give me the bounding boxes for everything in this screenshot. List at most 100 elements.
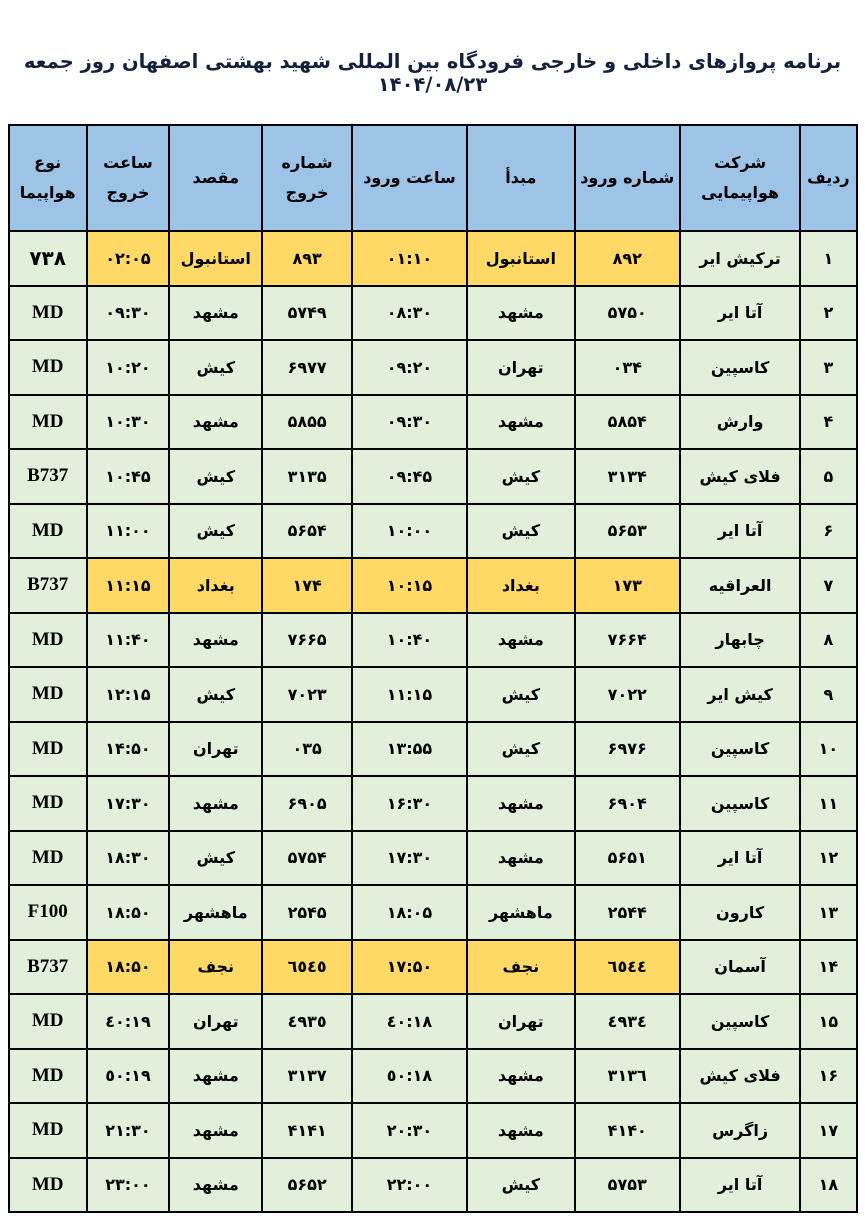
cell-departure_no: ۵۶۵۲ <box>261 1156 353 1213</box>
cell-arrival_no: ۳۱۳٦ <box>573 1047 681 1104</box>
cell-arrival_no: ۵۸۵۴ <box>573 393 681 450</box>
column-header-departure_time: ساعت خروج <box>85 124 171 232</box>
cell-arrival_time: ۰۹:۲۰ <box>350 339 469 396</box>
cell-radif: ۱۰ <box>799 720 858 777</box>
cell-aircraft: MD <box>7 775 88 832</box>
cell-airline: آتا ایر <box>678 1156 802 1213</box>
column-header-arrival_time: ساعت ورود <box>350 124 469 232</box>
cell-arrival_time: ۱۸:٤٠ <box>350 993 469 1050</box>
cell-airline: آتا ایر <box>678 829 802 886</box>
cell-arrival_time: ۱۶:۳۰ <box>350 775 469 832</box>
cell-departure_no: ۲۵۴۵ <box>261 884 353 941</box>
cell-arrival_no: ۴۱۴۰ <box>573 1102 681 1159</box>
cell-airline: کاسپین <box>678 775 802 832</box>
table-row: ۱۶ فلای کیش ۳۱۳٦ مشهد ۱۸:٥٠ ۳۱۳۷ مشهد ۱۹:٥٠ MD <box>7 1047 858 1104</box>
cell-airline: زاگرس <box>678 1102 802 1159</box>
cell-origin: استانبول <box>466 230 576 287</box>
cell-aircraft: MD <box>7 1047 88 1104</box>
cell-arrival_no: ۵۶۵۱ <box>573 829 681 886</box>
cell-destination: کیش <box>168 502 264 559</box>
cell-destination: کیش <box>168 339 264 396</box>
cell-aircraft: MD <box>7 284 88 341</box>
cell-aircraft: B737 <box>7 557 88 614</box>
cell-destination: مشهد <box>168 1102 264 1159</box>
cell-radif: ۱۸ <box>799 1156 858 1213</box>
column-header-aircraft: نوع هواپیما <box>7 124 88 232</box>
cell-arrival_no: ۶۹۰۴ <box>573 775 681 832</box>
cell-destination: تهران <box>168 720 264 777</box>
cell-origin: کیش <box>466 720 576 777</box>
cell-aircraft: MD <box>7 829 88 886</box>
cell-destination: مشهد <box>168 393 264 450</box>
cell-departure_time: ۱۰:۴۵ <box>85 448 171 505</box>
cell-origin: مشهد <box>466 775 576 832</box>
table-row: ۶ آتا ایر ۵۶۵۳ کیش ۱۰:۰۰ ۵۶۵۴ کیش ۱۱:۰۰ MD <box>7 502 858 559</box>
cell-departure_time: ۲۳:۰۰ <box>85 1156 171 1213</box>
cell-radif: ۷ <box>799 557 858 614</box>
cell-departure_no: ۵۸۵۵ <box>261 393 353 450</box>
cell-radif: ۱۳ <box>799 884 858 941</box>
cell-destination: استانبول <box>168 230 264 287</box>
cell-arrival_no: ۰۳۴ <box>573 339 681 396</box>
cell-departure_time: ۲۱:۳۰ <box>85 1102 171 1159</box>
cell-arrival_time: ۱۰:۱۵ <box>350 557 469 614</box>
cell-departure_no: ۸۹۳ <box>261 230 353 287</box>
table-row: ۱۱ کاسپین ۶۹۰۴ مشهد ۱۶:۳۰ ۶۹۰۵ مشهد ۱۷:۳۰ MD <box>7 775 858 832</box>
cell-radif: ۵ <box>799 448 858 505</box>
cell-destination: کیش <box>168 829 264 886</box>
column-header-airline: شرکت هواپیمایی <box>678 124 802 232</box>
cell-aircraft: B737 <box>7 448 88 505</box>
cell-departure_no: ۵۷۵۴ <box>261 829 353 886</box>
cell-arrival_no: ۸۹۲ <box>573 230 681 287</box>
cell-destination: تهران <box>168 993 264 1050</box>
cell-arrival_time: ۱۸:۰۵ <box>350 884 469 941</box>
cell-destination: مشهد <box>168 1047 264 1104</box>
cell-departure_no: ۴۱۴۱ <box>261 1102 353 1159</box>
cell-departure_time: ۱۱:۴۰ <box>85 611 171 668</box>
cell-departure_no: ٦٥٤٥ <box>261 938 353 995</box>
table-row: ۱ ترکیش ایر ۸۹۲ استانبول ۰۱:۱۰ ۸۹۳ استانبول ۰۲:… <box>7 230 858 287</box>
cell-radif: ۱۱ <box>799 775 858 832</box>
cell-radif: ۱۲ <box>799 829 858 886</box>
cell-arrival_no: ۵۷۵۰ <box>573 284 681 341</box>
cell-aircraft: MD <box>7 993 88 1050</box>
cell-airline: کیش ایر <box>678 666 802 723</box>
cell-departure_time: ۱۸:۵۰ <box>85 938 171 995</box>
table-row: ۱۷ زاگرس ۴۱۴۰ مشهد ۲۰:۳۰ ۴۱۴۱ مشهد ۲۱:۳۰ MD <box>7 1102 858 1159</box>
table-row: ۱۰ کاسپین ۶۹۷۶ کیش ۱۳:۵۵ ۰۳۵ تهران ۱۴:۵۰ MD <box>7 720 858 777</box>
cell-arrival_time: ۱۰:۰۰ <box>350 502 469 559</box>
cell-departure_time: ۱۹:٥٠ <box>85 1047 171 1104</box>
column-header-origin: مبدأ <box>466 124 576 232</box>
cell-airline: وارش <box>678 393 802 450</box>
cell-aircraft: MD <box>7 1102 88 1159</box>
table-row: ۴ وارش ۵۸۵۴ مشهد ۰۹:۳۰ ۵۸۵۵ مشهد ۱۰:۳۰ MD <box>7 393 858 450</box>
table-row: ۱۵ کاسپین ٤٩٣٤ تهران ۱۸:٤٠ ٤٩٣٥ تهران ۱۹:٤٠ MD <box>7 993 858 1050</box>
cell-airline: ترکیش ایر <box>678 230 802 287</box>
cell-aircraft: MD <box>7 1156 88 1213</box>
cell-departure_time: ۱۴:۵۰ <box>85 720 171 777</box>
cell-destination: بغداد <box>168 557 264 614</box>
cell-destination: کیش <box>168 666 264 723</box>
cell-aircraft: MD <box>7 666 88 723</box>
flight-schedule-table: ردیف شرکت هواپیمایی شماره ورود مبدأ ساعت ورو… <box>7 124 858 1213</box>
cell-destination: مشهد <box>168 1156 264 1213</box>
cell-origin: مشهد <box>466 284 576 341</box>
cell-arrival_time: ۰۱:۱۰ <box>350 230 469 287</box>
cell-departure_time: ۱۲:۱۵ <box>85 666 171 723</box>
cell-origin: تهران <box>466 993 576 1050</box>
cell-departure_no: ۶۹۰۵ <box>261 775 353 832</box>
cell-departure_time: ۱۱:۱۵ <box>85 557 171 614</box>
cell-origin: تهران <box>466 339 576 396</box>
cell-arrival_time: ۱۷:۳۰ <box>350 829 469 886</box>
cell-arrival_time: ۲۲:۰۰ <box>350 1156 469 1213</box>
table-body: ۱ ترکیش ایر ۸۹۲ استانبول ۰۱:۱۰ ۸۹۳ استانبول ۰۲:… <box>7 230 858 1213</box>
table-row: ۹ کیش ایر ۷۰۲۲ کیش ۱۱:۱۵ ۷۰۲۳ کیش ۱۲:۱۵ MD <box>7 666 858 723</box>
table-row: ۸ چابهار ۷۶۶۴ مشهد ۱۰:۴۰ ۷۶۶۵ مشهد ۱۱:۴۰ MD <box>7 611 858 668</box>
cell-arrival_no: ۷۰۲۲ <box>573 666 681 723</box>
column-header-radif: ردیف <box>799 124 858 232</box>
cell-radif: ۱۷ <box>799 1102 858 1159</box>
cell-departure_time: ۱۸:۵۰ <box>85 884 171 941</box>
cell-departure_no: ۰۳۵ <box>261 720 353 777</box>
cell-origin: کیش <box>466 502 576 559</box>
table-row: ۳ کاسپین ۰۳۴ تهران ۰۹:۲۰ ۶۹۷۷ کیش ۱۰:۲۰ MD <box>7 339 858 396</box>
